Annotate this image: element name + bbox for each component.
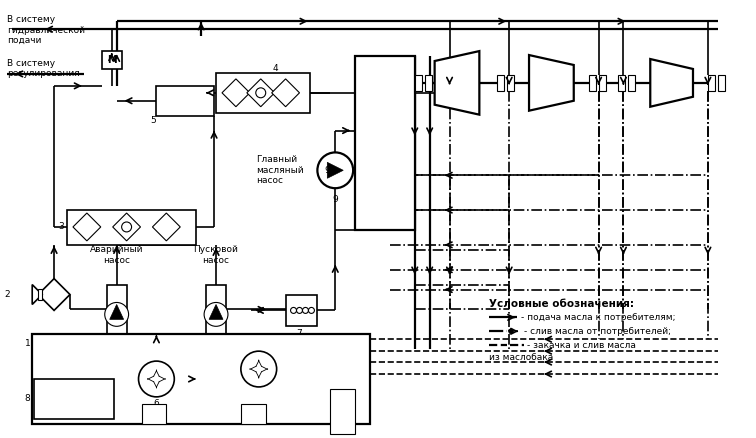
Text: 9: 9	[324, 166, 330, 175]
Polygon shape	[110, 304, 124, 319]
Polygon shape	[33, 285, 42, 304]
Text: 1: 1	[24, 339, 30, 348]
Polygon shape	[650, 59, 693, 107]
Bar	[107, 285, 126, 339]
Text: 8: 8	[24, 394, 30, 403]
Text: 6: 6	[153, 399, 160, 408]
Circle shape	[302, 307, 308, 314]
Text: В систему
регулирования: В систему регулирования	[8, 59, 80, 78]
Bar	[330, 389, 355, 434]
Polygon shape	[271, 79, 299, 107]
Text: 7: 7	[296, 329, 302, 338]
Polygon shape	[209, 304, 223, 319]
Polygon shape	[327, 162, 343, 178]
Polygon shape	[247, 79, 274, 107]
Polygon shape	[38, 279, 70, 311]
Bar	[241, 404, 265, 424]
Polygon shape	[153, 213, 180, 241]
Bar	[425, 75, 432, 91]
Bar	[67, 210, 196, 245]
Text: - подача масла к потребителям;: - подача масла к потребителям;	[521, 313, 676, 322]
Bar	[216, 73, 311, 113]
Text: - закачка и слив масла: - закачка и слив масла	[527, 341, 636, 350]
Text: 9: 9	[333, 195, 338, 204]
Bar	[286, 294, 318, 326]
Bar	[141, 404, 166, 424]
Text: Главный
масляный
насос: Главный масляный насос	[256, 155, 303, 185]
Text: Условные обозначения:: Условные обозначения:	[489, 300, 634, 310]
Bar	[38, 289, 42, 300]
Text: 4: 4	[273, 64, 278, 73]
Circle shape	[138, 361, 175, 397]
Text: 5: 5	[150, 116, 156, 125]
Circle shape	[318, 152, 353, 188]
Text: Пусковой
насос: Пусковой насос	[194, 245, 238, 265]
Text: В систему
гидравлической
подачи: В систему гидравлической подачи	[8, 15, 85, 45]
Text: M: M	[107, 55, 116, 65]
Circle shape	[241, 351, 277, 387]
Circle shape	[290, 307, 296, 314]
Text: Аварийный
насос: Аварийный насос	[90, 245, 144, 265]
Bar	[599, 75, 606, 91]
Circle shape	[105, 303, 129, 326]
Bar	[34, 379, 113, 419]
Bar	[102, 51, 122, 69]
Circle shape	[256, 88, 265, 98]
Circle shape	[204, 303, 228, 326]
Bar	[507, 75, 514, 91]
Bar	[206, 285, 226, 339]
Bar	[628, 75, 635, 91]
Bar	[156, 86, 214, 116]
Circle shape	[308, 307, 314, 314]
Bar	[718, 75, 725, 91]
Bar	[33, 334, 370, 424]
Polygon shape	[113, 213, 141, 241]
Bar	[497, 75, 504, 91]
Bar	[618, 75, 625, 91]
Circle shape	[122, 222, 132, 232]
Polygon shape	[73, 213, 101, 241]
Polygon shape	[435, 51, 479, 115]
Text: 3: 3	[58, 223, 64, 231]
Text: из маслобака: из маслобака	[489, 353, 553, 362]
Polygon shape	[222, 79, 249, 107]
Bar	[589, 75, 596, 91]
Circle shape	[296, 307, 302, 314]
Text: - слив масла от потребителей;: - слив масла от потребителей;	[524, 327, 671, 336]
Bar	[415, 75, 422, 91]
Bar	[355, 56, 415, 230]
Bar	[708, 75, 715, 91]
Text: 2: 2	[5, 290, 10, 299]
Polygon shape	[529, 55, 574, 111]
Circle shape	[509, 329, 513, 334]
